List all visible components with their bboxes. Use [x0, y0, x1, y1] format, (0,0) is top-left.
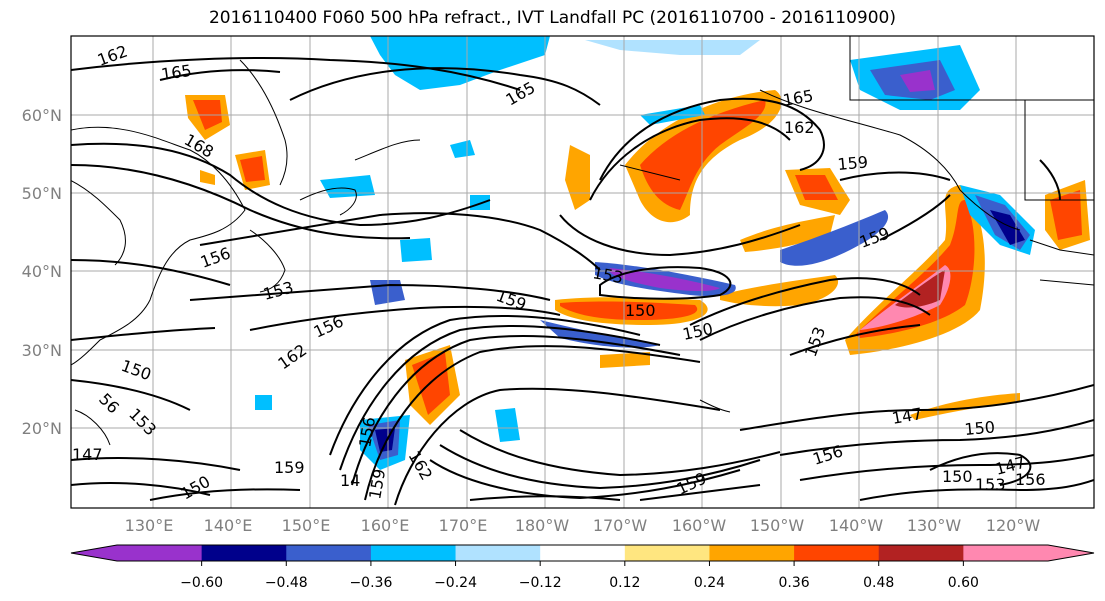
contour-label: 14 [340, 471, 360, 490]
longitude-labels: 130°E 140°E 150°E 160°E 170°E 180°W 170°… [125, 516, 1041, 535]
colorbar-tick-label: −0.36 [349, 575, 392, 591]
lon-label: 130°W [907, 516, 962, 535]
contour-label: 150 [942, 467, 973, 486]
colorbar-cell [878, 545, 964, 561]
colorbar-tick-label: 0.48 [863, 575, 894, 591]
colorbar: −0.60 −0.48 −0.36 −0.24 −0.12 0.12 0.24 0.36 0.4… [70, 544, 1095, 591]
contour-label: 159 [274, 458, 305, 477]
colorbar-cell [286, 545, 372, 561]
lat-label-50n: 50°N [22, 184, 62, 203]
lon-label: 140°W [829, 516, 884, 535]
colorbar-cell [709, 545, 795, 561]
contour-label: 156 [1015, 470, 1046, 489]
lon-label: 160°W [672, 516, 727, 535]
lon-label: 180°W [515, 516, 570, 535]
contour-label: 159 [837, 152, 869, 174]
colorbar-cell [624, 545, 710, 561]
colorbar-tick-label: 0.60 [948, 575, 979, 591]
lon-label: 150°E [282, 516, 331, 535]
colorbar-tick-label: 0.36 [779, 575, 810, 591]
colorbar-cell [455, 545, 541, 561]
colorbar-cell [540, 545, 626, 561]
lat-label-20n: 20°N [22, 419, 62, 438]
colorbar-tick-label: 0.24 [694, 575, 725, 591]
lon-label: 150°W [750, 516, 805, 535]
lat-label-60n: 60°N [22, 106, 62, 125]
colorbar-cell [963, 545, 1049, 561]
lon-label: 130°E [125, 516, 174, 535]
colorbar-tick-label: −0.48 [265, 575, 308, 591]
colorbar-outline [70, 544, 1095, 562]
colorbar-tick-label: −0.24 [434, 575, 477, 591]
contour-label: 162 [784, 118, 815, 137]
refractivity-contours [71, 57, 1094, 506]
lon-label: 140°E [204, 516, 253, 535]
contour-label: 150 [625, 301, 656, 320]
graticule [71, 36, 1094, 508]
colorbar-tick-label: −0.12 [519, 575, 562, 591]
colorbar-left-arrow [71, 545, 117, 561]
colorbar-cell [201, 545, 287, 561]
coastlines [71, 36, 1094, 446]
lon-label: 170°W [593, 516, 648, 535]
map-frame [70, 35, 1095, 509]
contour-label: 165 [160, 61, 193, 84]
colorbar-cell [370, 545, 457, 561]
colorbar-cell [117, 545, 203, 561]
colorbar-tick-label: −0.60 [180, 575, 223, 591]
latitude-labels: 60°N 50°N 40°N 30°N 20°N [22, 106, 62, 438]
contour-label: 153 [975, 475, 1006, 494]
colorbar-cell [794, 545, 880, 561]
lon-label: 170°E [439, 516, 488, 535]
colorbar-right-arrow [1048, 545, 1094, 561]
colorbar-tick-label: 0.12 [609, 575, 640, 591]
contour-label: 150 [964, 417, 996, 439]
lon-label: 120°W [986, 516, 1041, 535]
lon-label: 160°E [361, 516, 410, 535]
map-title: 2016110400 F060 500 hPa refract., IVT La… [208, 8, 896, 28]
lat-label-40n: 40°N [22, 262, 62, 281]
lat-label-30n: 30°N [22, 341, 62, 360]
contour-label: 147 [72, 445, 103, 464]
anomaly-shading [185, 90, 1090, 425]
